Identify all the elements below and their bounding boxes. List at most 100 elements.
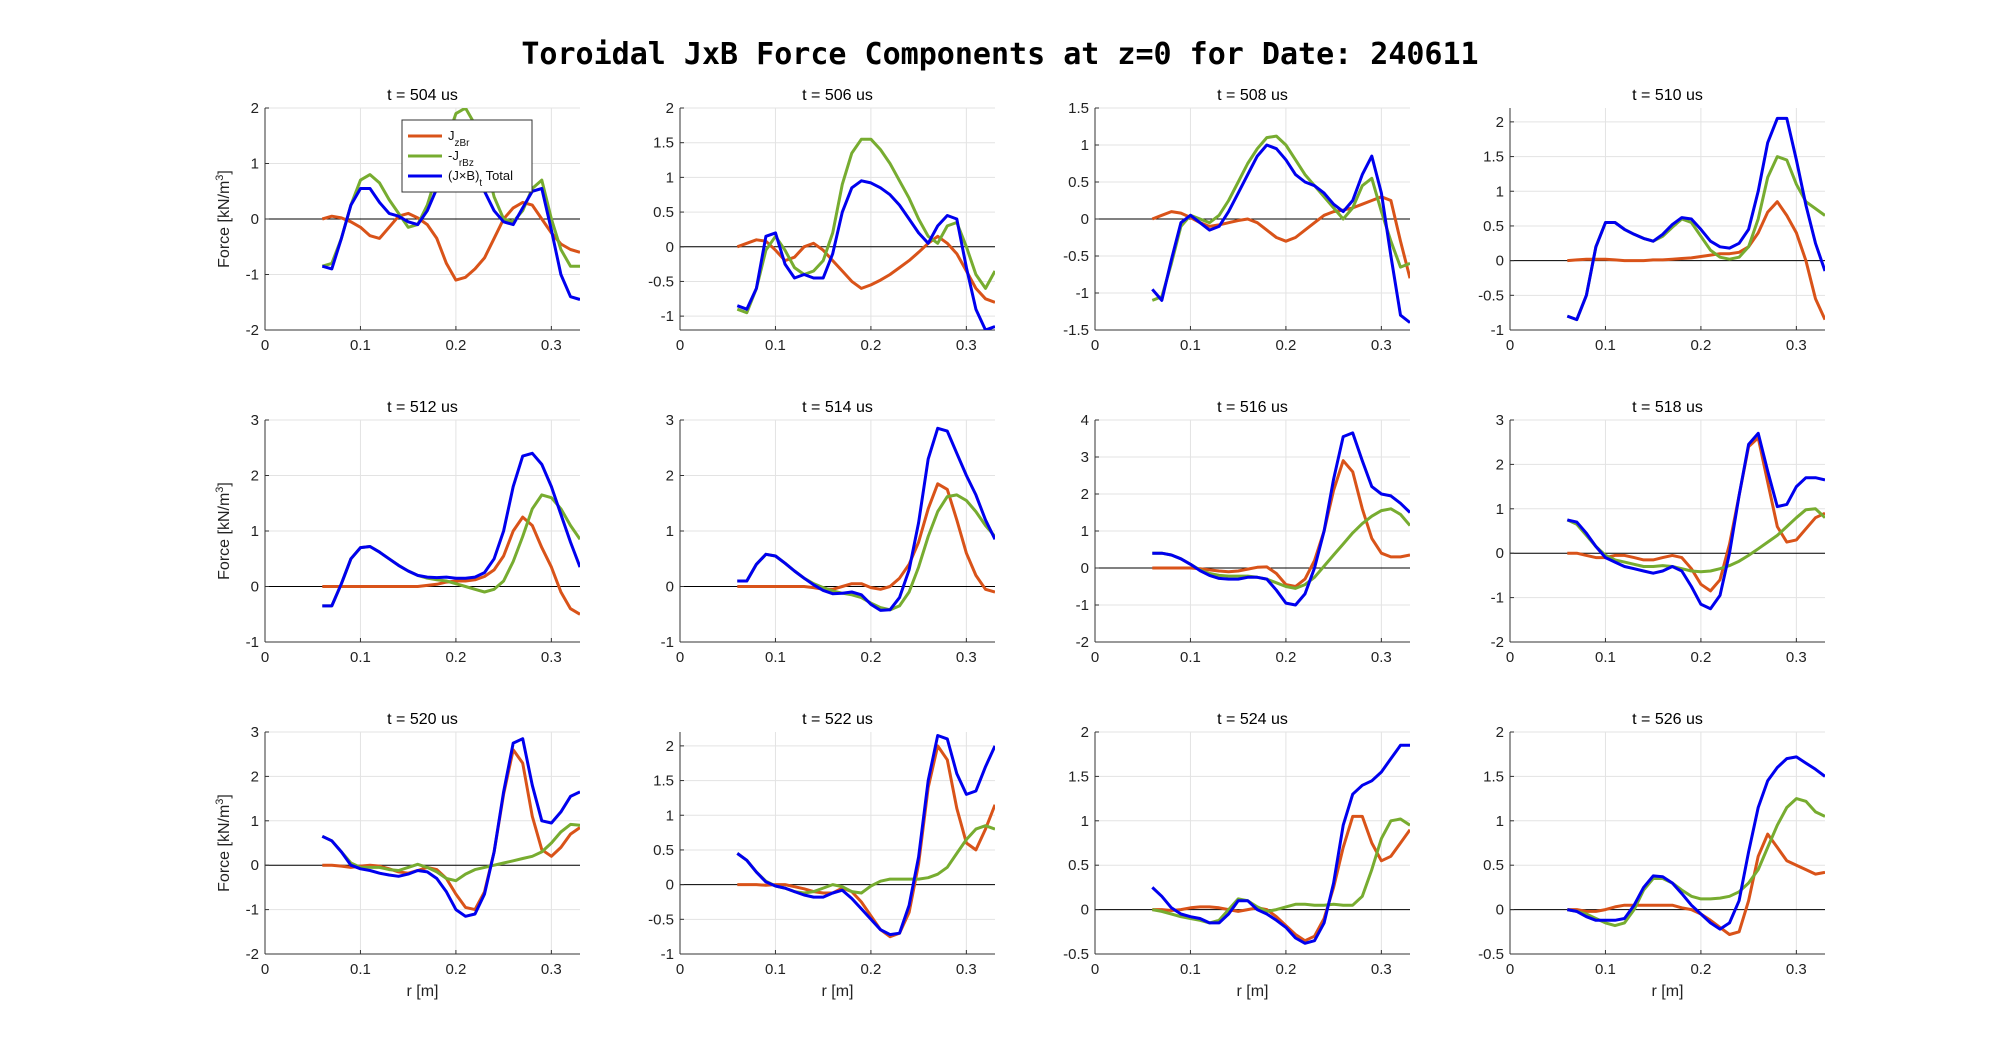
y-tick-label: 2 — [251, 768, 259, 785]
x-tick-label: 0.2 — [1275, 961, 1296, 978]
series-line-total — [1152, 431, 1410, 607]
y-tick-label: 1 — [1081, 137, 1089, 154]
y-tick-label: 3 — [666, 412, 674, 429]
x-tick-label: 0 — [261, 337, 269, 354]
series-line-jrbz — [736, 824, 995, 895]
x-tick-label: 0 — [261, 649, 269, 666]
y-tick-label: -2 — [1491, 634, 1504, 651]
x-axis-label: r [m] — [1237, 983, 1269, 1000]
x-tick-label: 0.2 — [1690, 649, 1711, 666]
y-tick-label: 0 — [666, 239, 674, 256]
subplot-3: 0 0.1 0.2 0.3 -1.5 -1 -0.5 0 0.5 1 1.5 t = 508 us — [1063, 87, 1410, 354]
x-tick-label: 0.3 — [1371, 649, 1392, 666]
series-line-jrbz — [736, 137, 995, 315]
x-tick-label: 0.1 — [350, 649, 371, 666]
x-tick-label: 0.2 — [1690, 337, 1711, 354]
x-tick-label: 0.2 — [445, 649, 466, 666]
y-tick-label: 0 — [251, 857, 259, 874]
series-line-jrbz — [1152, 817, 1410, 925]
series-line-jzbr — [321, 200, 580, 282]
subplot-title: t = 516 us — [1217, 399, 1288, 416]
y-tick-label: 1 — [666, 169, 674, 186]
y-tick-label: -1 — [246, 634, 259, 651]
subplot-title: t = 524 us — [1217, 711, 1288, 728]
series-line-total — [321, 737, 580, 918]
y-tick-label: 0.5 — [1483, 218, 1504, 235]
subplot-title: t = 504 us — [387, 87, 458, 104]
x-tick-label: 0.3 — [1786, 649, 1807, 666]
x-tick-label: 0 — [1091, 961, 1099, 978]
x-tick-label: 0.3 — [541, 961, 562, 978]
series-line-jrbz — [1152, 507, 1410, 590]
x-tick-label: 0.1 — [1180, 649, 1201, 666]
y-tick-label: -2 — [1076, 634, 1089, 651]
y-tick-label: 1.5 — [653, 135, 674, 152]
subplot-title: t = 510 us — [1632, 87, 1703, 104]
y-tick-label: 1 — [666, 523, 674, 540]
x-tick-label: 0 — [676, 961, 684, 978]
y-tick-label: 2 — [666, 738, 674, 755]
y-tick-label: -1 — [661, 634, 674, 651]
x-axis-label: r [m] — [407, 983, 439, 1000]
x-tick-label: 0.1 — [1180, 961, 1201, 978]
y-tick-label: 0 — [1081, 211, 1089, 228]
series-line-total — [737, 426, 995, 612]
y-tick-label: 1 — [1496, 183, 1504, 200]
y-tick-label: -0.5 — [1478, 946, 1504, 963]
y-axis-label: Force [kN/m3] — [214, 482, 233, 580]
subplot-4: 0 0.1 0.2 0.3 -1 -0.5 0 0.5 1 1.5 2 t = 510 us — [1478, 87, 1825, 354]
y-tick-label: -2 — [246, 322, 259, 339]
y-tick-label: 1.5 — [1483, 149, 1504, 166]
y-tick-label: 1 — [251, 156, 259, 173]
y-tick-label: -0.5 — [648, 911, 674, 928]
subplot-2: 0 0.1 0.2 0.3 -1 -0.5 0 0.5 1 1.5 2 t = 506 us — [648, 87, 995, 354]
x-tick-label: 0.3 — [541, 337, 562, 354]
series-line-jzbr — [736, 234, 995, 304]
series-line-total — [1566, 431, 1825, 611]
x-axis-label: r [m] — [822, 983, 854, 1000]
y-tick-label: -0.5 — [1478, 287, 1504, 304]
y-tick-label: 0 — [666, 877, 674, 894]
subplot-9: 0 0.1 0.2 0.3 -2 -1 0 1 2 3 t = 520 us Force [kN/m3… — [214, 711, 580, 1000]
x-tick-label: 0.3 — [1371, 961, 1392, 978]
legend: JzBr-JrBz(J×B)t Total — [401, 119, 533, 193]
series-line-jzbr — [322, 515, 580, 616]
y-tick-label: 1 — [1496, 813, 1504, 830]
y-tick-label: 0 — [1496, 902, 1504, 919]
series-line-jzbr — [1567, 200, 1825, 321]
x-tick-label: 0.2 — [860, 649, 881, 666]
subplot-7: 0 0.1 0.2 0.3 -2 -1 0 1 2 3 4 t = 516 us — [1076, 399, 1410, 666]
x-tick-label: 0.1 — [765, 337, 786, 354]
y-tick-label: -1 — [1076, 285, 1089, 302]
y-tick-label: 3 — [1081, 449, 1089, 466]
y-tick-label: 0 — [251, 579, 259, 596]
y-tick-label: -1 — [1491, 590, 1504, 607]
y-tick-label: 0 — [666, 579, 674, 596]
y-tick-label: 1.5 — [1483, 768, 1504, 785]
series-line-jzbr — [1567, 832, 1825, 936]
y-tick-label: 2 — [666, 100, 674, 117]
series-line-total — [736, 734, 995, 937]
y-tick-label: -1 — [1076, 597, 1089, 614]
series-line-jrbz — [737, 493, 995, 612]
x-tick-label: 0.2 — [1690, 961, 1711, 978]
y-tick-label: 3 — [1496, 412, 1504, 429]
subplot-title: t = 512 us — [387, 399, 458, 416]
y-tick-label: 0 — [1081, 560, 1089, 577]
y-tick-label: 0.5 — [653, 842, 674, 859]
y-tick-label: 2 — [666, 468, 674, 485]
y-tick-label: 0 — [1496, 545, 1504, 562]
series-line-jrbz — [321, 822, 580, 883]
x-tick-label: 0.1 — [1595, 649, 1616, 666]
x-tick-label: 0.2 — [860, 961, 881, 978]
y-tick-label: 4 — [1081, 412, 1089, 429]
subplot-title: t = 520 us — [387, 711, 458, 728]
series-line-jrbz — [1566, 507, 1825, 574]
y-tick-label: -0.5 — [648, 273, 674, 290]
y-tick-label: 1 — [666, 807, 674, 824]
legend-label-jrbz: -JrBz — [448, 148, 474, 169]
y-tick-label: 3 — [251, 412, 259, 429]
x-tick-label: 0 — [261, 961, 269, 978]
series-line-total — [1151, 143, 1410, 324]
